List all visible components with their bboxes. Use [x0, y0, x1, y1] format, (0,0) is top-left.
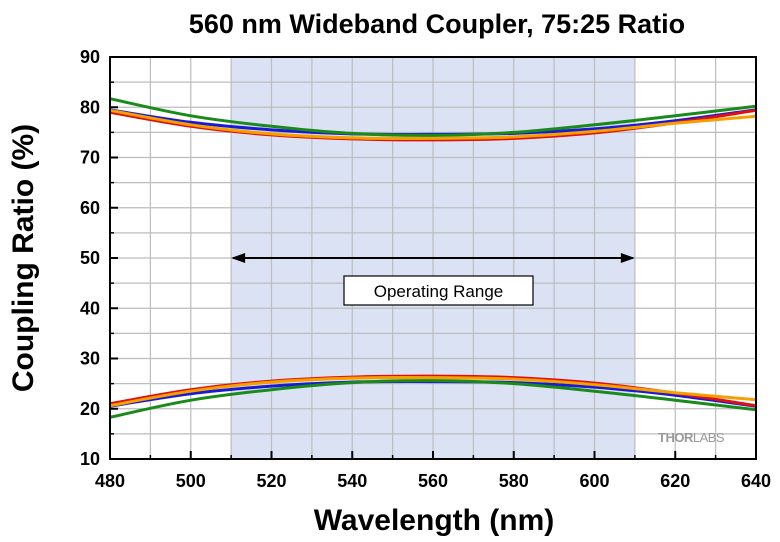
- y-axis-title: Coupling Ratio (%): [7, 124, 40, 392]
- series-line-7: [109, 375, 757, 408]
- thorlabs-watermark: THORLABS: [658, 430, 725, 445]
- x-tick-label: 580: [499, 471, 529, 491]
- range-label-box: [343, 275, 534, 306]
- y-tick-label: 40: [80, 298, 100, 318]
- watermark-text: THORLABS: [658, 430, 725, 445]
- y-tick-label: 60: [80, 198, 100, 218]
- chart-title: 560 nm Wideband Coupler, 75:25 Ratio: [189, 9, 685, 39]
- range-arrow-right: [620, 253, 635, 263]
- range-label-text: Operating Range: [374, 282, 503, 301]
- x-axis-title: Wavelength (nm): [314, 504, 555, 537]
- range-arrow-left: [231, 253, 246, 263]
- y-tick-label: 70: [80, 148, 100, 168]
- x-tick-label: 600: [579, 471, 609, 491]
- y-tick-label: 30: [80, 349, 100, 369]
- x-tick-label: 500: [176, 471, 206, 491]
- series-line-3: [109, 108, 757, 141]
- x-tick-label: 540: [337, 471, 367, 491]
- y-tick-label: 20: [80, 399, 100, 419]
- x-tick-label: 620: [660, 471, 690, 491]
- watermark-part2: LABS: [693, 430, 725, 445]
- y-tick-label: 80: [80, 97, 100, 117]
- axis-ticks: 480 500 520 540 560 580 600 620 640 10 20 30 40 50 60 7…: [80, 47, 771, 491]
- series-lines: [109, 97, 757, 419]
- y-tick-label: 10: [80, 449, 100, 469]
- series-line-8: [109, 379, 757, 419]
- x-tick-label: 640: [741, 471, 771, 491]
- y-tick-label: 90: [80, 47, 100, 67]
- operating-range-annotation: Operating Range: [231, 253, 635, 306]
- y-tick-label: 50: [80, 248, 100, 268]
- x-tick-label: 560: [418, 471, 448, 491]
- x-tick-label: 520: [256, 471, 286, 491]
- watermark-part1: THOR: [658, 430, 694, 445]
- x-tick-label: 480: [95, 471, 125, 491]
- series-line-4: [109, 97, 757, 137]
